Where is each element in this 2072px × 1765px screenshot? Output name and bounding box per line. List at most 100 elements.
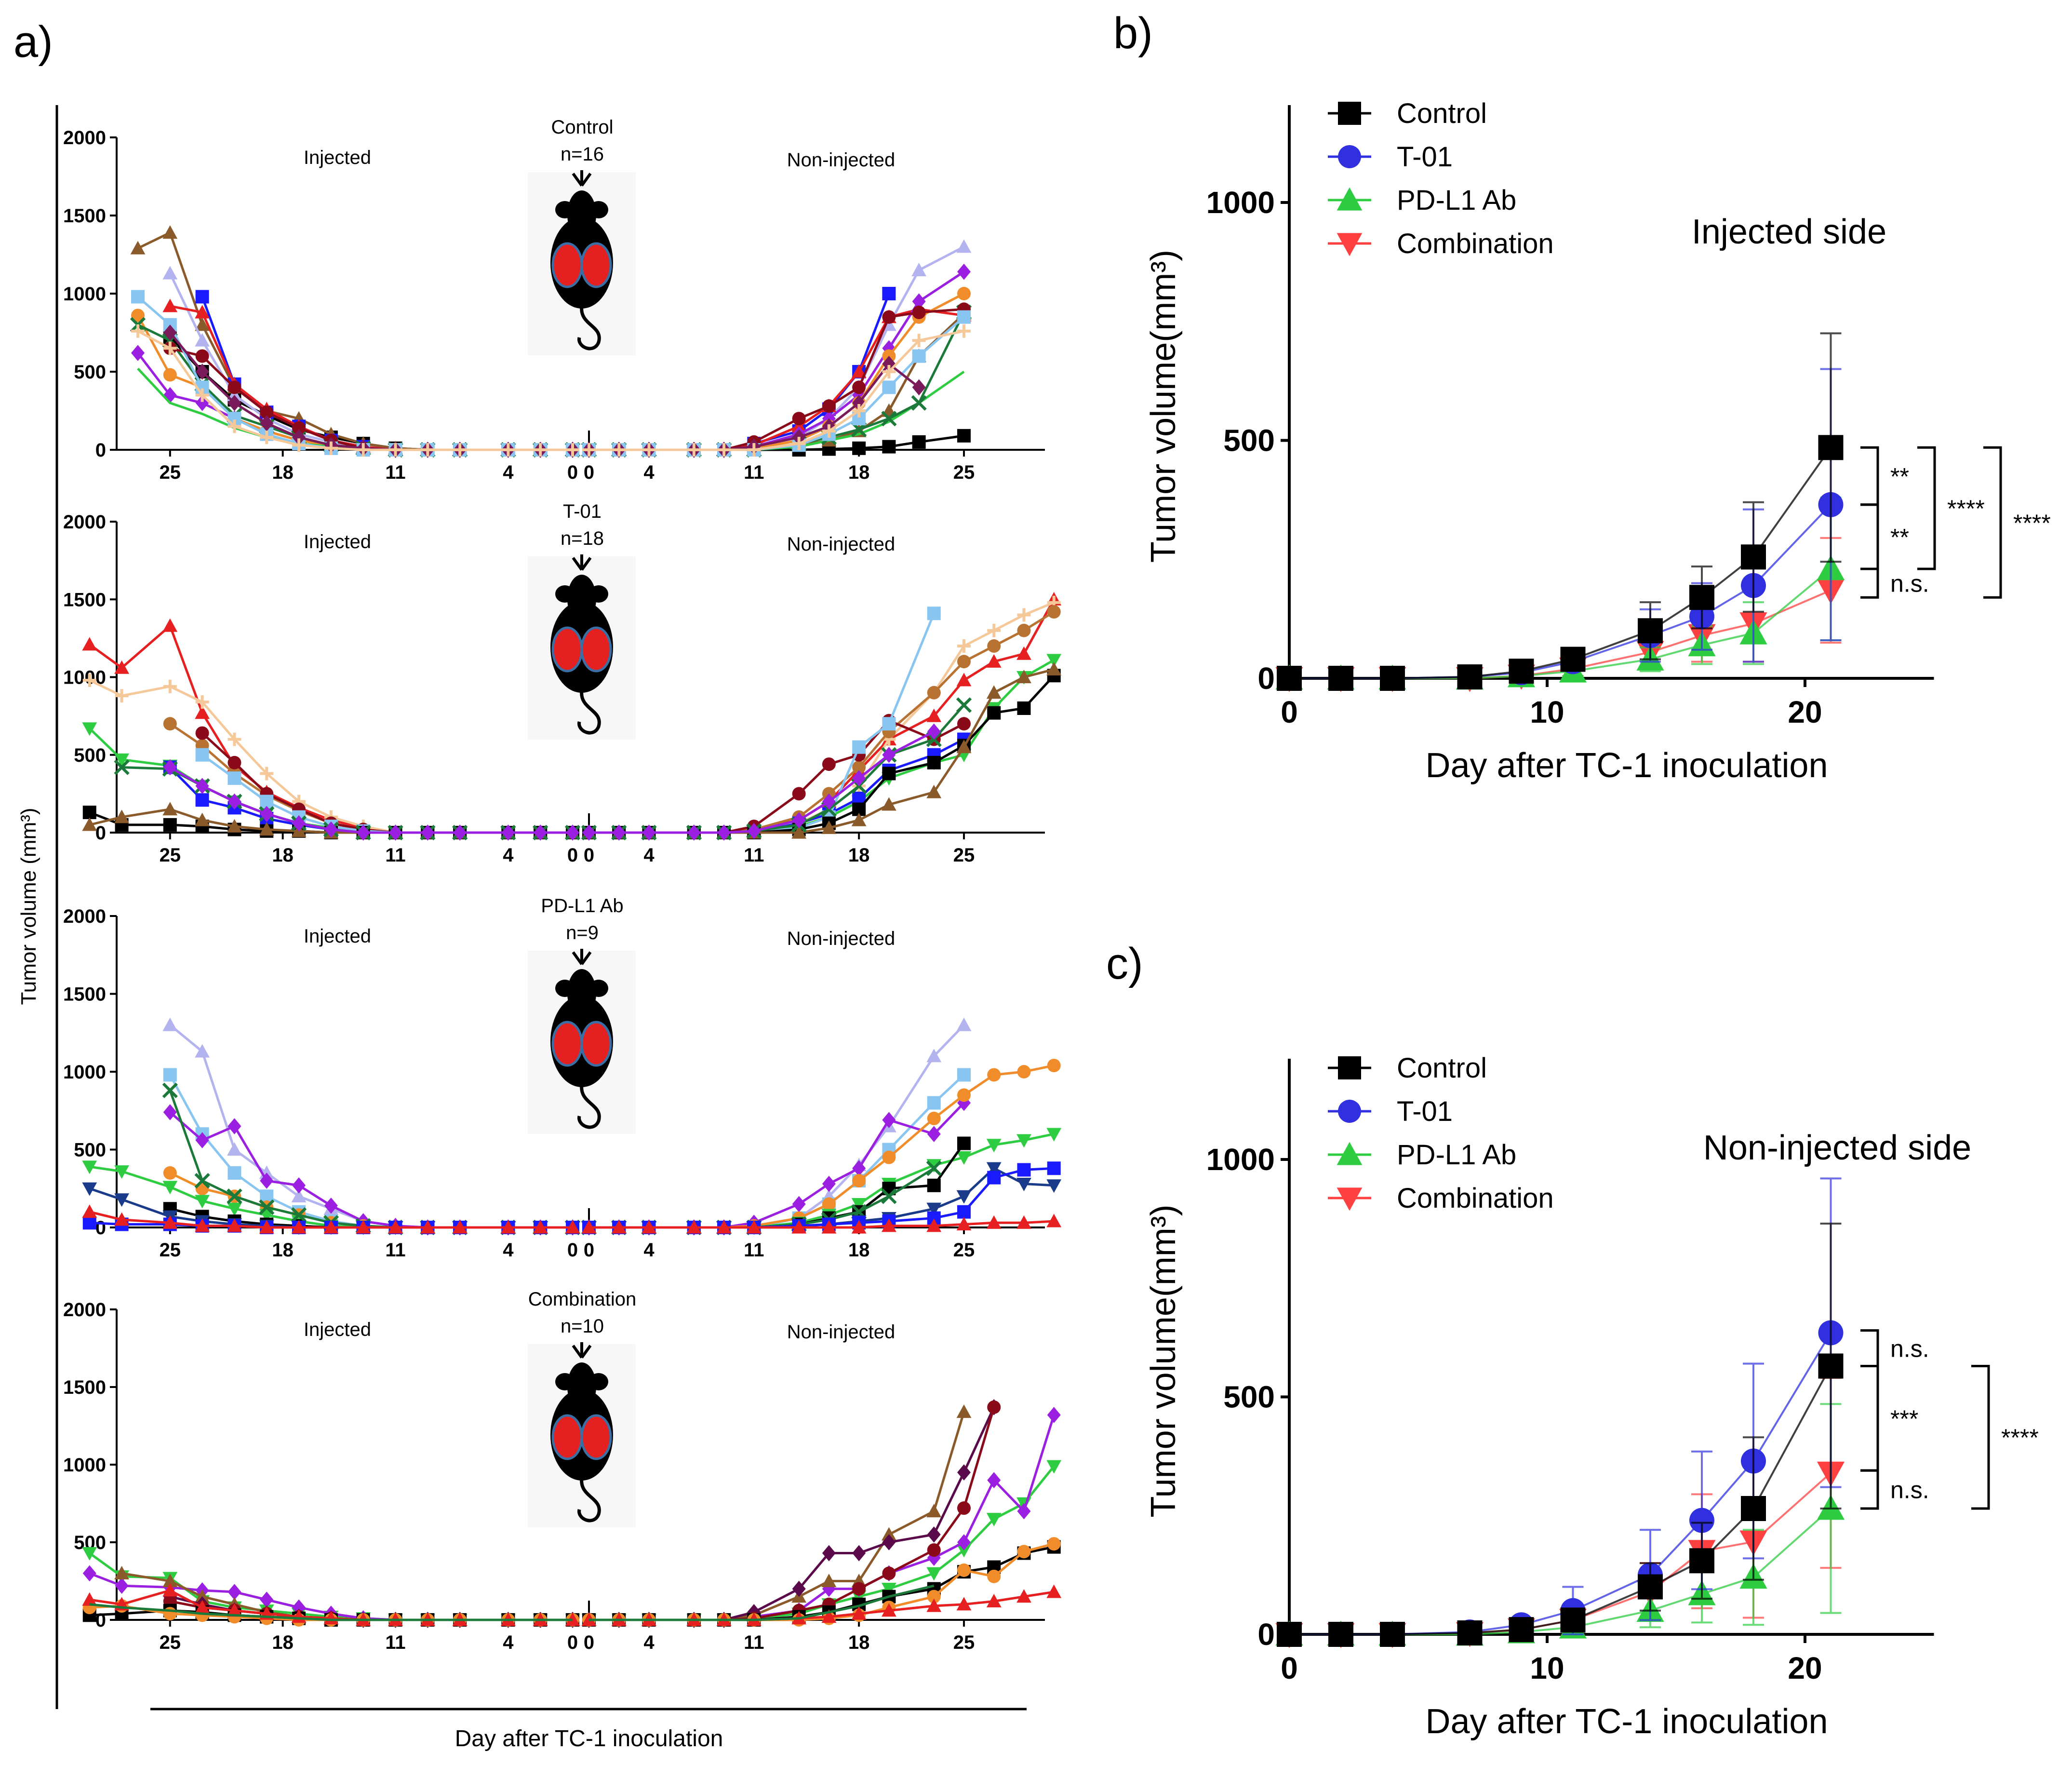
data-point bbox=[822, 399, 836, 413]
data-point bbox=[882, 287, 896, 300]
series-line bbox=[589, 1132, 1055, 1229]
data-point bbox=[822, 1175, 836, 1192]
legend-entry: Control bbox=[1328, 98, 1487, 129]
data-point bbox=[195, 388, 209, 402]
data-point bbox=[957, 1534, 971, 1550]
data-point bbox=[162, 1082, 178, 1098]
data-point bbox=[987, 1569, 1001, 1583]
data-point bbox=[292, 438, 306, 452]
x-tick-label: 0 bbox=[567, 1240, 578, 1261]
data-point bbox=[1509, 659, 1534, 684]
data-point bbox=[911, 395, 927, 411]
y-tick-label: 1500 bbox=[63, 984, 106, 1005]
data-point bbox=[114, 1165, 129, 1179]
data-point bbox=[821, 1574, 837, 1588]
significance-label: **** bbox=[2013, 510, 2051, 537]
x-tick-label: 20 bbox=[1788, 1651, 1822, 1685]
significance-label: **** bbox=[2001, 1424, 2039, 1451]
chart-title: Non-injected side bbox=[1703, 1129, 1971, 1167]
data-point bbox=[195, 349, 209, 363]
data-point bbox=[911, 263, 927, 276]
data-point bbox=[956, 1190, 972, 1204]
legend-marker bbox=[1337, 187, 1363, 211]
y-tick-label: 0 bbox=[1257, 661, 1275, 696]
data-point bbox=[227, 1202, 242, 1216]
x-tick-label: 11 bbox=[385, 1632, 405, 1653]
data-point bbox=[163, 341, 177, 355]
data-point bbox=[1818, 1353, 1844, 1379]
series-line bbox=[589, 1546, 1055, 1621]
x-tick-label: 0 bbox=[567, 845, 578, 866]
data-point bbox=[1638, 618, 1663, 644]
legend-entry: T-01 bbox=[1328, 1096, 1453, 1127]
series bbox=[163, 723, 941, 841]
data-point bbox=[882, 1583, 896, 1596]
y-axis-label: Tumor volume(mm³) bbox=[1144, 1204, 1183, 1517]
data-point bbox=[195, 1044, 210, 1058]
series bbox=[89, 1584, 935, 1621]
x-tick-label: 0 bbox=[567, 462, 578, 483]
legend-label: Combination bbox=[1397, 228, 1554, 259]
data-point bbox=[986, 1215, 1002, 1229]
x-tick-label: 11 bbox=[744, 1240, 764, 1261]
data-point bbox=[957, 287, 971, 300]
data-point bbox=[195, 333, 210, 347]
x-tick-label: 25 bbox=[953, 1240, 975, 1261]
data-point bbox=[1638, 1574, 1663, 1600]
data-point bbox=[792, 1580, 806, 1597]
data-point bbox=[131, 345, 145, 361]
series-line bbox=[1289, 1365, 1832, 1635]
data-point bbox=[114, 1566, 129, 1579]
data-point bbox=[1017, 623, 1031, 637]
significance-bracket bbox=[1860, 503, 1879, 570]
data-point bbox=[1560, 1607, 1586, 1633]
y-tick-label: 2000 bbox=[63, 1299, 106, 1320]
y-axis-label: Tumor volume(mm³) bbox=[1144, 250, 1183, 563]
series-line bbox=[589, 245, 965, 451]
data-point bbox=[1016, 1134, 1031, 1148]
x-tick-label: 0 bbox=[584, 462, 594, 483]
data-point bbox=[927, 1590, 941, 1603]
significance-label: ** bbox=[1890, 524, 1909, 551]
data-point bbox=[912, 305, 926, 319]
data-point bbox=[687, 443, 701, 457]
data-point bbox=[926, 1049, 942, 1063]
data-point bbox=[927, 606, 941, 620]
data-point bbox=[82, 1592, 97, 1606]
data-point bbox=[851, 1606, 867, 1620]
x-tick-label: 25 bbox=[953, 462, 975, 483]
series-line bbox=[201, 754, 573, 834]
data-point bbox=[852, 760, 866, 774]
data-point bbox=[195, 364, 209, 380]
data-point bbox=[195, 1218, 210, 1232]
data-point bbox=[852, 441, 866, 455]
data-point bbox=[194, 1172, 210, 1189]
x-tick-label: 11 bbox=[744, 1632, 764, 1653]
x-tick-label: 25 bbox=[160, 462, 181, 483]
data-point bbox=[1047, 1059, 1061, 1073]
series-line bbox=[589, 668, 1055, 834]
data-point bbox=[82, 722, 97, 736]
data-point bbox=[291, 1207, 307, 1223]
significance-label: *** bbox=[1890, 1405, 1918, 1432]
data-point bbox=[926, 708, 942, 722]
data-point bbox=[163, 1104, 177, 1120]
series-line bbox=[589, 1102, 965, 1229]
mouse-tail bbox=[577, 306, 601, 350]
data-point bbox=[82, 1204, 97, 1218]
data-point bbox=[882, 1527, 896, 1541]
data-point bbox=[82, 806, 96, 820]
non-injected-title: Non-injected bbox=[787, 928, 896, 949]
injected-title: Injected bbox=[304, 147, 371, 168]
x-tick-label: 11 bbox=[385, 845, 405, 866]
data-point bbox=[1046, 661, 1062, 675]
data-point bbox=[291, 1189, 307, 1202]
data-point bbox=[852, 404, 866, 418]
data-point bbox=[292, 1177, 306, 1194]
data-point bbox=[927, 723, 941, 740]
data-point bbox=[852, 1545, 866, 1562]
data-point bbox=[822, 757, 836, 771]
legend-entry: Combination bbox=[1328, 228, 1554, 259]
